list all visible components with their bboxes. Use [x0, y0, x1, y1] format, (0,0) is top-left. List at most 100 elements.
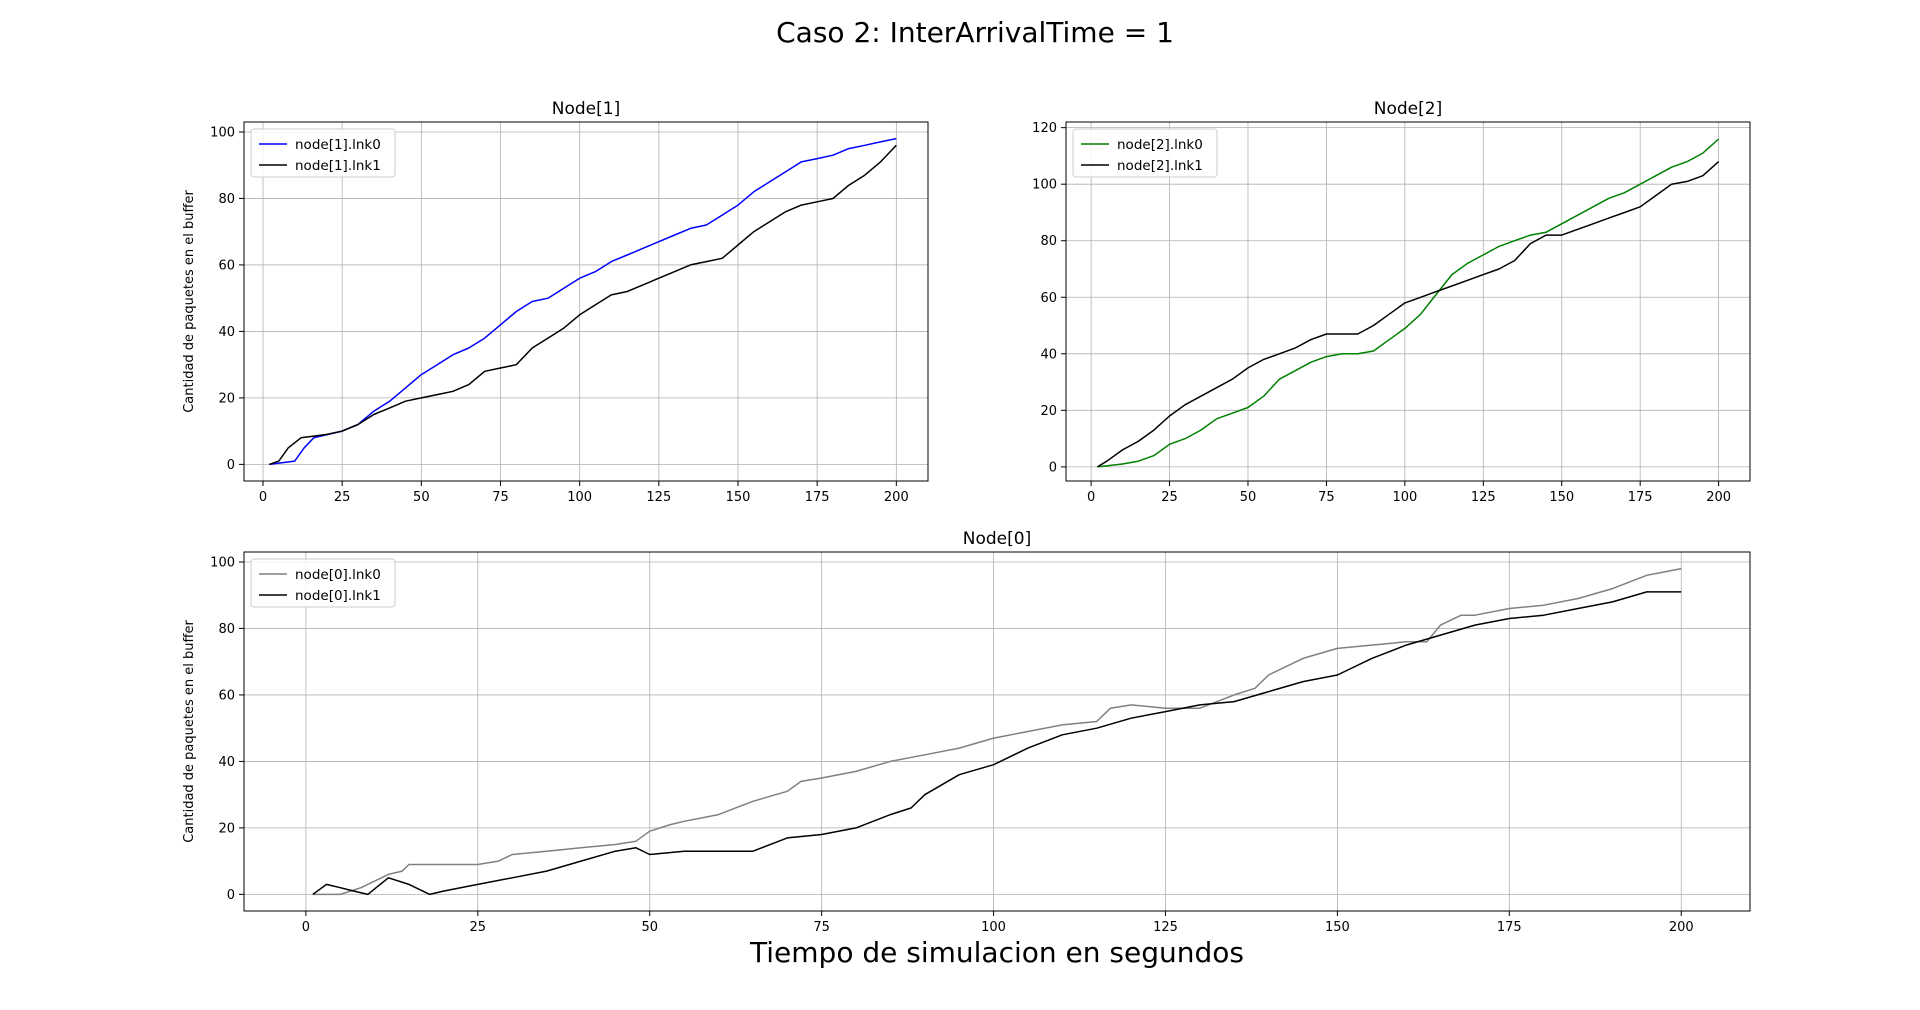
x-tick-label: 200 [884, 490, 909, 505]
x-tick-label: 150 [726, 490, 751, 505]
x-tick-label: 100 [981, 920, 1006, 935]
plot-frame [243, 121, 929, 482]
x-tick: 150 [726, 481, 751, 505]
y-tick-label: 100 [1032, 178, 1057, 193]
x-tick: 175 [1497, 911, 1522, 935]
chart-node1: 0 25 50 75 100 125 150 175 200 0 20 40 60 80 100 Node[1… [182, 99, 929, 505]
y-tick: 40 [1040, 347, 1066, 362]
x-tick-label: 50 [641, 920, 658, 935]
series-line-1 [312, 591, 1682, 896]
y-tick: 0 [1049, 460, 1066, 475]
y-tick-label: 60 [218, 688, 235, 703]
chart-node0: 0 25 50 75 100 125 150 175 200 0 20 40 60 80 100 Node[0… [182, 529, 1751, 935]
y-tick-label: 0 [1049, 460, 1057, 475]
y-tick: 20 [218, 821, 244, 836]
x-tick: 100 [567, 481, 592, 505]
legend-label: node[0].lnk1 [295, 588, 381, 604]
x-tick: 75 [1318, 481, 1335, 505]
x-tick-label: 0 [259, 490, 267, 505]
y-tick: 0 [227, 458, 244, 473]
legend-label: node[0].lnk0 [295, 567, 381, 583]
x-tick-label: 200 [1706, 490, 1731, 505]
y-tick-label: 20 [1040, 404, 1057, 419]
y-tick-label: 20 [218, 391, 235, 406]
series-line-0 [269, 137, 897, 466]
x-tick-label: 0 [302, 920, 310, 935]
chart-node2: 0 25 50 75 100 125 150 175 200 0 20 40 60 80 100 120 Nod… [1032, 99, 1751, 505]
plot-area [244, 552, 1750, 911]
y-tick: 80 [218, 192, 244, 207]
y-tick: 120 [1032, 121, 1066, 136]
x-tick-label: 200 [1669, 920, 1694, 935]
x-tick: 100 [1392, 481, 1417, 505]
y-tick-label: 120 [1032, 121, 1057, 136]
x-tick: 175 [805, 481, 830, 505]
legend-label: node[1].lnk1 [295, 158, 381, 174]
x-tick: 75 [813, 911, 830, 935]
x-tick: 25 [470, 911, 486, 935]
x-tick-label: 125 [1153, 920, 1178, 935]
x-tick-label: 175 [805, 490, 830, 505]
x-tick-label: 100 [1392, 490, 1417, 505]
x-tick: 0 [1087, 481, 1095, 505]
x-tick-label: 150 [1325, 920, 1350, 935]
plot-area [244, 122, 928, 481]
chart-title: Node[2] [1374, 99, 1442, 119]
series-line-1 [269, 144, 897, 466]
y-tick-label: 80 [218, 192, 235, 207]
x-tick: 50 [641, 911, 658, 935]
x-tick-label: 25 [1161, 490, 1178, 505]
y-axis-label: Cantidad de paquetes en el buffer [182, 190, 197, 413]
x-tick: 150 [1549, 481, 1574, 505]
x-tick: 125 [646, 481, 671, 505]
plot-frame [243, 551, 1751, 912]
x-tick: 50 [1240, 481, 1257, 505]
y-tick-label: 100 [210, 555, 235, 570]
x-tick: 25 [1161, 481, 1178, 505]
x-tick: 125 [1471, 481, 1496, 505]
y-tick: 80 [1040, 234, 1066, 249]
x-tick-label: 75 [492, 490, 509, 505]
legend: node[1].lnk0 node[1].lnk1 [250, 128, 396, 178]
x-tick-label: 0 [1087, 490, 1095, 505]
x-tick: 200 [1669, 911, 1694, 935]
x-tick: 200 [1706, 481, 1731, 505]
series-line-0 [1097, 138, 1720, 468]
x-tick-label: 175 [1497, 920, 1522, 935]
y-tick: 40 [218, 325, 244, 340]
y-tick-label: 60 [1040, 291, 1057, 306]
chart-title: Node[0] [963, 529, 1031, 549]
y-tick-label: 100 [210, 125, 235, 140]
x-tick-label: 50 [1240, 490, 1257, 505]
x-tick-label: 50 [413, 490, 430, 505]
y-tick-label: 40 [1040, 347, 1057, 362]
x-tick: 50 [413, 481, 430, 505]
x-tick: 0 [302, 911, 310, 935]
y-tick: 20 [218, 391, 244, 406]
y-tick-label: 0 [227, 888, 235, 903]
x-tick-label: 175 [1628, 490, 1653, 505]
x-tick: 150 [1325, 911, 1350, 935]
chart-title: Node[1] [552, 99, 620, 119]
series-line-0 [312, 567, 1682, 896]
x-tick: 0 [259, 481, 267, 505]
y-tick: 0 [227, 888, 244, 903]
y-tick: 40 [218, 755, 244, 770]
x-tick-label: 100 [567, 490, 592, 505]
y-tick: 100 [210, 125, 244, 140]
legend: node[2].lnk0 node[2].lnk1 [1072, 128, 1218, 178]
y-tick-label: 60 [218, 258, 235, 273]
y-tick: 60 [218, 258, 244, 273]
y-tick-label: 20 [218, 821, 235, 836]
y-tick-label: 80 [1040, 234, 1057, 249]
x-tick: 75 [492, 481, 509, 505]
plot-frame [1065, 121, 1751, 482]
x-tick: 200 [884, 481, 909, 505]
x-tick-label: 75 [1318, 490, 1335, 505]
x-tick-label: 125 [1471, 490, 1496, 505]
y-tick-label: 40 [218, 325, 235, 340]
x-tick: 125 [1153, 911, 1178, 935]
legend: node[0].lnk0 node[0].lnk1 [250, 558, 396, 608]
legend-label: node[2].lnk1 [1117, 158, 1203, 174]
